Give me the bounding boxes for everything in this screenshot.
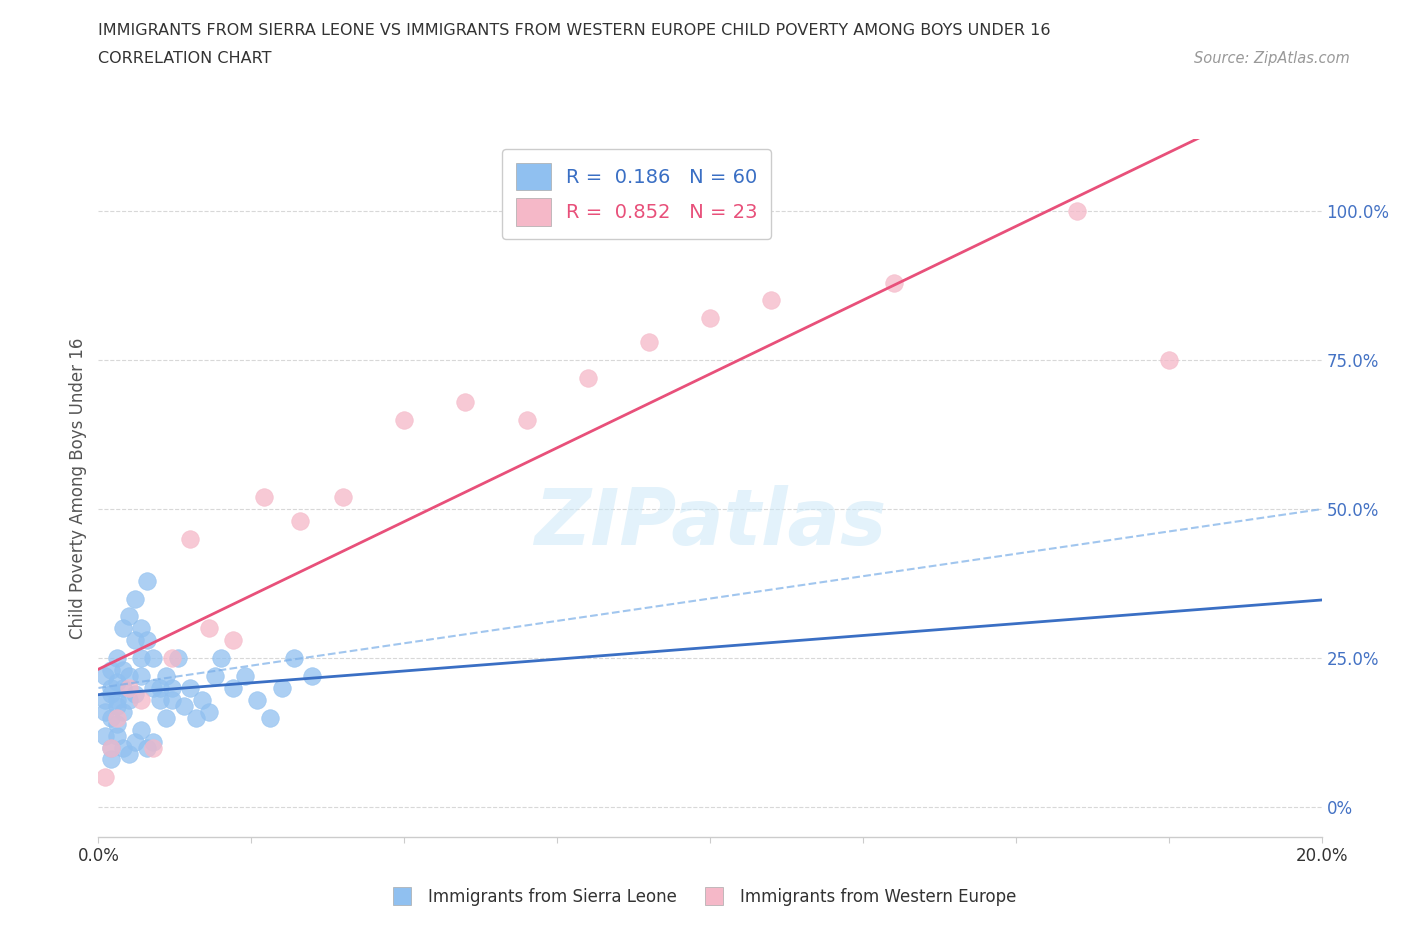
- Point: [155, 669, 177, 684]
- Point: [142, 740, 165, 755]
- Point: [129, 723, 152, 737]
- Point: [105, 651, 128, 666]
- Point: [246, 693, 269, 708]
- Point: [93, 728, 115, 743]
- Point: [100, 686, 122, 701]
- Point: [283, 651, 305, 666]
- Point: [270, 681, 292, 696]
- Point: [637, 335, 661, 350]
- Point: [576, 370, 599, 385]
- Point: [1066, 204, 1088, 219]
- Point: [124, 734, 146, 749]
- Point: [129, 669, 152, 684]
- Point: [111, 681, 134, 696]
- Point: [209, 651, 232, 666]
- Point: [111, 663, 134, 678]
- Point: [93, 669, 115, 684]
- Point: [142, 734, 165, 749]
- Point: [179, 531, 201, 546]
- Point: [100, 740, 122, 755]
- Legend: R =  0.186   N = 60, R =  0.852   N = 23: R = 0.186 N = 60, R = 0.852 N = 23: [502, 149, 772, 239]
- Point: [759, 293, 782, 308]
- Point: [105, 716, 128, 731]
- Point: [222, 632, 245, 647]
- Point: [118, 669, 141, 684]
- Point: [454, 394, 477, 409]
- Point: [197, 621, 219, 636]
- Point: [100, 663, 122, 678]
- Point: [142, 681, 165, 696]
- Point: [167, 651, 190, 666]
- Point: [129, 693, 152, 708]
- Point: [129, 651, 152, 666]
- Point: [197, 704, 219, 719]
- Point: [118, 693, 141, 708]
- Point: [124, 591, 146, 606]
- Text: ZIPatlas: ZIPatlas: [534, 485, 886, 561]
- Point: [1157, 352, 1180, 367]
- Point: [160, 651, 183, 666]
- Y-axis label: Child Poverty Among Boys Under 16: Child Poverty Among Boys Under 16: [69, 338, 87, 639]
- Point: [173, 698, 195, 713]
- Point: [233, 669, 256, 684]
- Point: [149, 681, 172, 696]
- Point: [124, 632, 146, 647]
- Point: [118, 746, 141, 761]
- Point: [105, 674, 128, 689]
- Point: [179, 681, 201, 696]
- Point: [129, 621, 152, 636]
- Point: [100, 752, 122, 767]
- Point: [111, 704, 134, 719]
- Point: [149, 693, 172, 708]
- Point: [136, 573, 159, 588]
- Point: [105, 711, 128, 725]
- Legend: Immigrants from Sierra Leone, Immigrants from Western Europe: Immigrants from Sierra Leone, Immigrants…: [382, 881, 1024, 912]
- Point: [160, 693, 183, 708]
- Point: [124, 686, 146, 701]
- Text: IMMIGRANTS FROM SIERRA LEONE VS IMMIGRANTS FROM WESTERN EUROPE CHILD POVERTY AMO: IMMIGRANTS FROM SIERRA LEONE VS IMMIGRAN…: [98, 23, 1050, 38]
- Point: [111, 740, 134, 755]
- Point: [93, 693, 115, 708]
- Point: [191, 693, 214, 708]
- Point: [118, 609, 141, 624]
- Point: [222, 681, 245, 696]
- Point: [111, 621, 134, 636]
- Point: [100, 740, 122, 755]
- Point: [332, 490, 354, 505]
- Point: [155, 711, 177, 725]
- Point: [93, 770, 115, 785]
- Point: [301, 669, 323, 684]
- Text: Source: ZipAtlas.com: Source: ZipAtlas.com: [1194, 51, 1350, 66]
- Text: CORRELATION CHART: CORRELATION CHART: [98, 51, 271, 66]
- Point: [252, 490, 274, 505]
- Point: [290, 513, 312, 528]
- Point: [699, 311, 721, 325]
- Point: [105, 728, 128, 743]
- Point: [136, 632, 159, 647]
- Point: [105, 698, 128, 713]
- Point: [259, 711, 281, 725]
- Point: [100, 711, 122, 725]
- Point: [883, 275, 905, 290]
- Point: [160, 681, 183, 696]
- Point: [204, 669, 226, 684]
- Point: [105, 693, 128, 708]
- Point: [516, 412, 538, 427]
- Point: [186, 711, 208, 725]
- Point: [100, 681, 122, 696]
- Point: [93, 704, 115, 719]
- Point: [142, 651, 165, 666]
- Point: [118, 681, 141, 696]
- Point: [136, 740, 159, 755]
- Point: [392, 412, 416, 427]
